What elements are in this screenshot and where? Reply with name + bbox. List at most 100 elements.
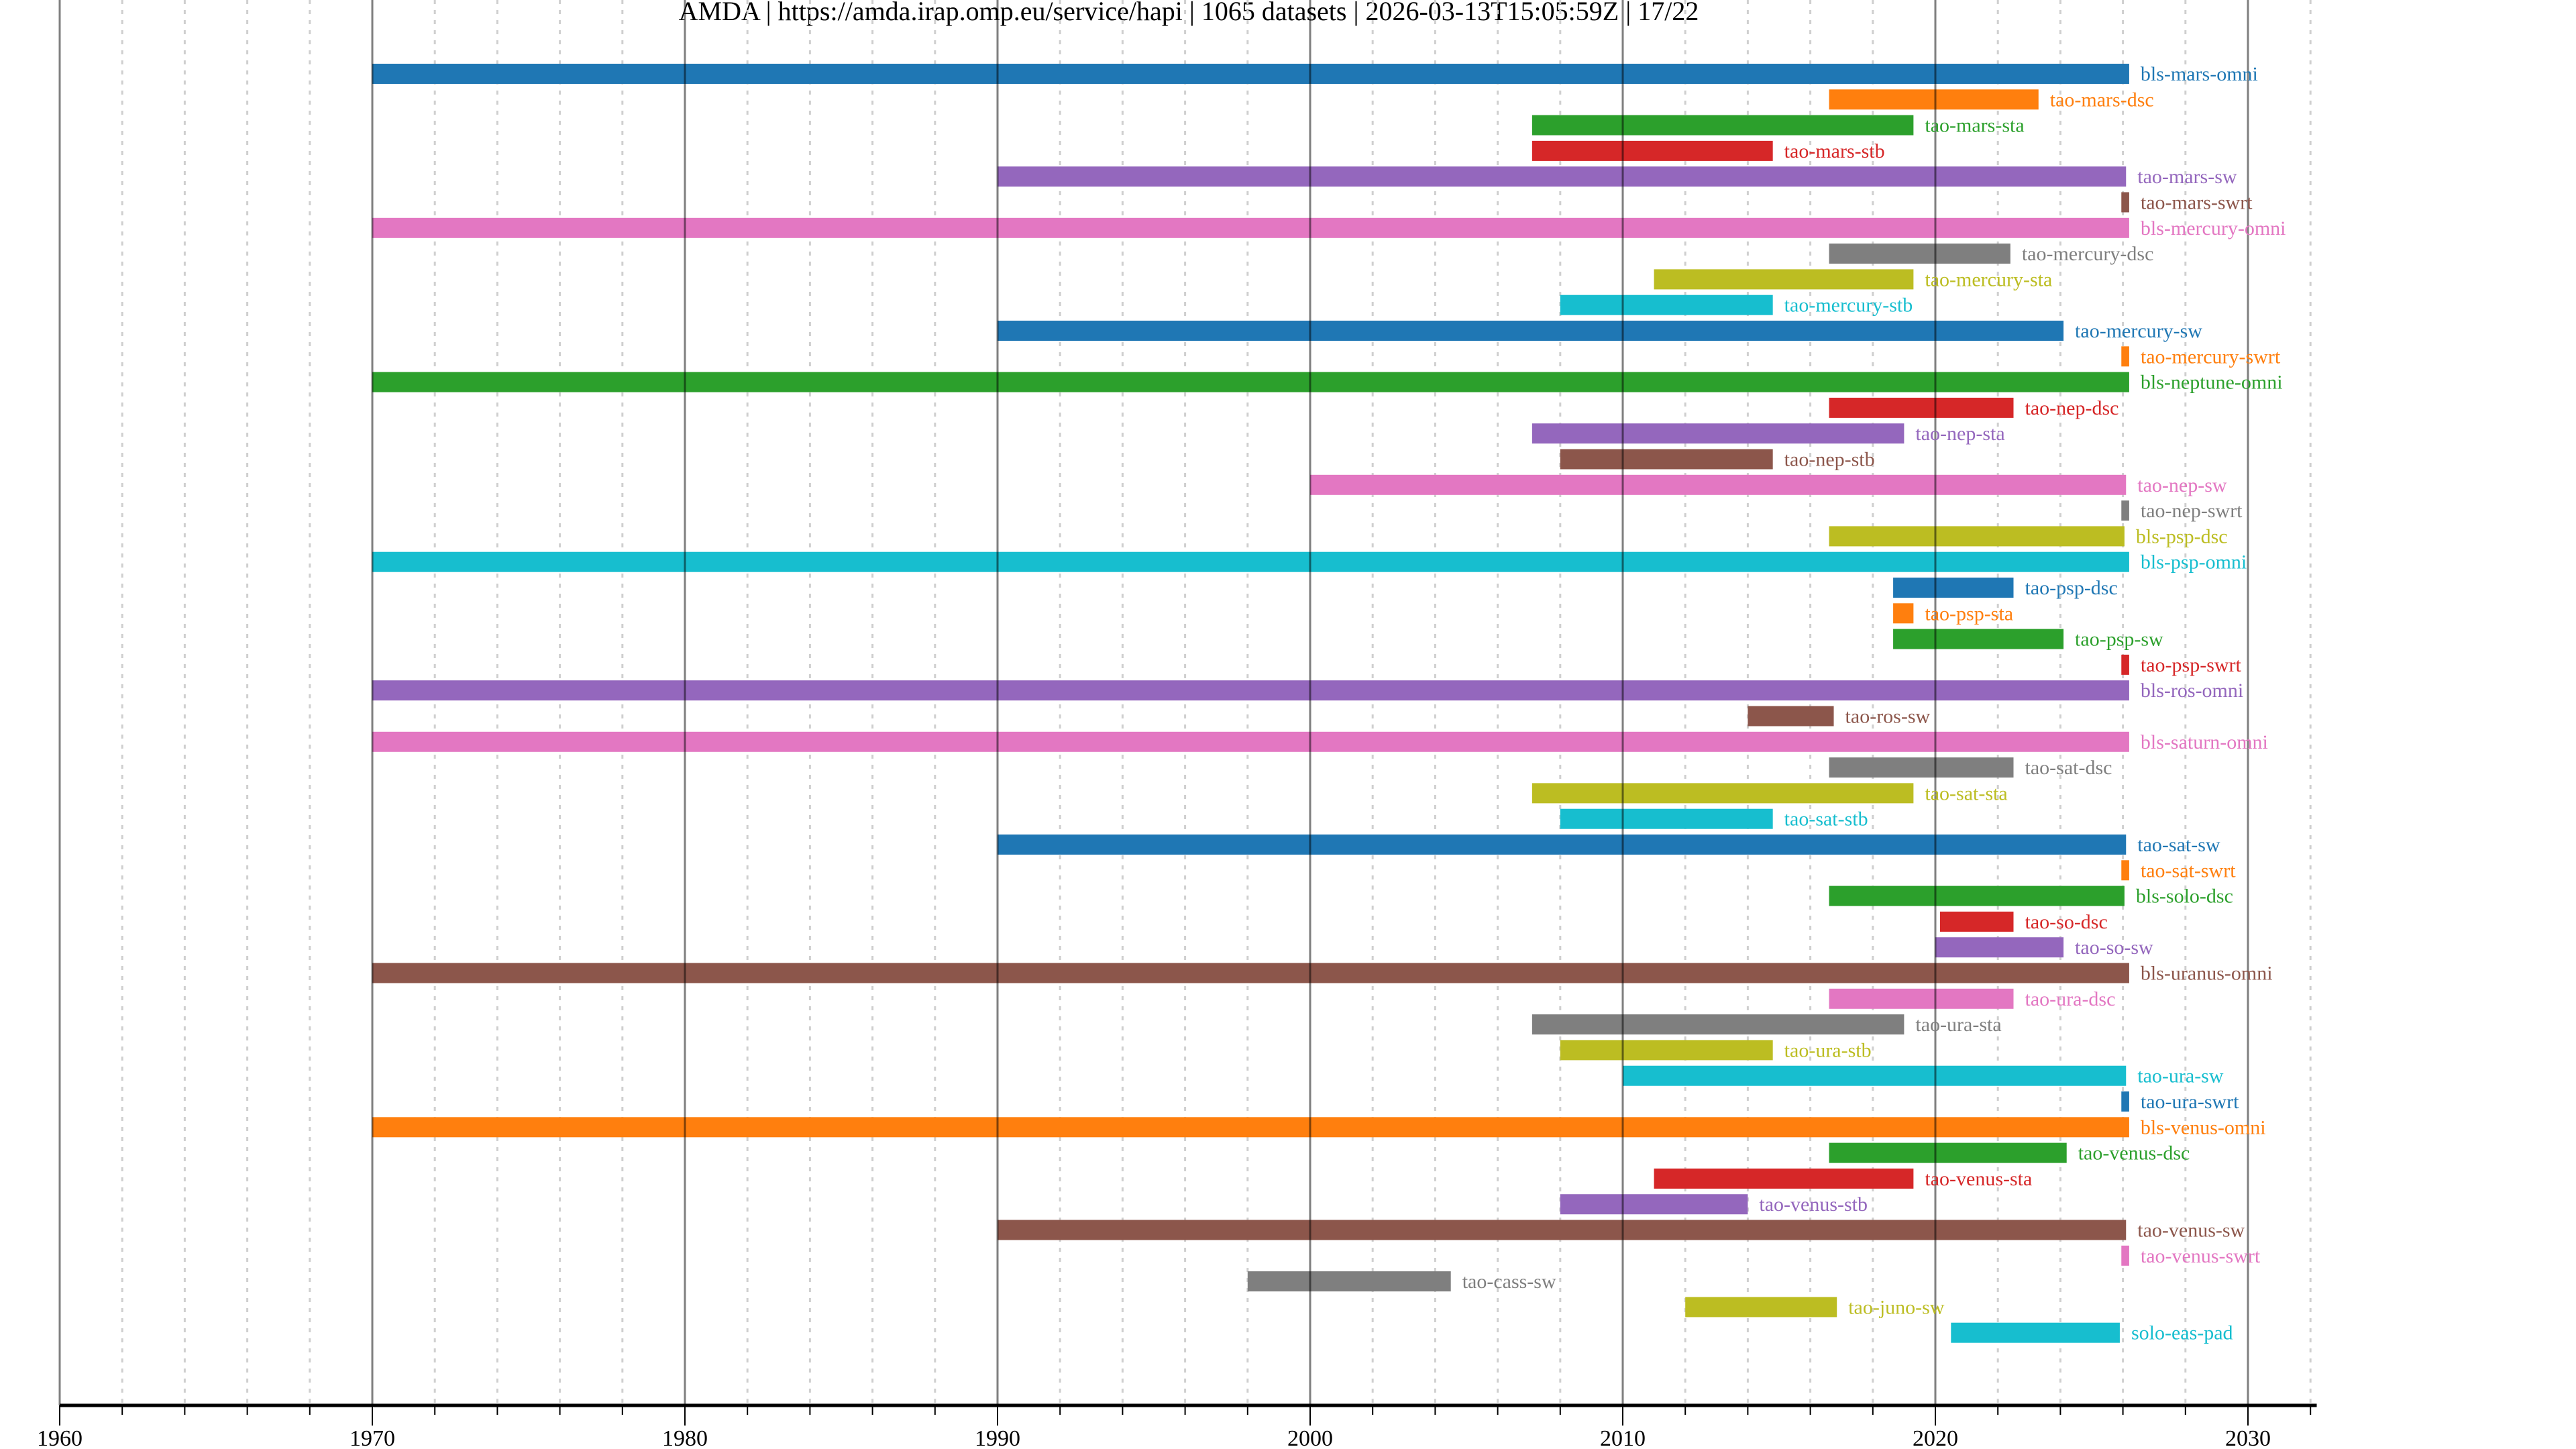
bar-tao-sat-swrt bbox=[2121, 860, 2129, 881]
bar-labels: bls-mars-omni tao-mars-dsc tao-mars-sta tao… bbox=[1462, 63, 2286, 1344]
bar-label: bls-solo-dsc bbox=[2136, 885, 2233, 908]
bar-tao-psp-sw bbox=[1893, 629, 2064, 649]
bar-tao-mars-swrt bbox=[2121, 192, 2129, 213]
x-tick-label: 1970 bbox=[350, 1426, 395, 1449]
bar-label: bls-psp-dsc bbox=[2136, 525, 2228, 547]
bar-tao-nep-swrt bbox=[2121, 500, 2129, 521]
bar-tao-venus-sw bbox=[998, 1220, 2127, 1240]
bar-label: tao-mercury-sw bbox=[2075, 320, 2202, 342]
bar-label: tao-mars-dsc bbox=[2050, 89, 2154, 111]
bar-tao-mercury-sta bbox=[1654, 269, 1914, 290]
bar-tao-sat-sw bbox=[998, 835, 2127, 855]
bar-tao-sat-stb bbox=[1560, 808, 1773, 829]
bar-label: tao-nep-sta bbox=[1915, 423, 2004, 445]
bar-label: tao-sat-sw bbox=[2137, 834, 2220, 856]
bar-tao-nep-sw bbox=[1310, 474, 2127, 495]
bar-label: tao-mars-swrt bbox=[2141, 192, 2253, 214]
bar-label: tao-psp-sta bbox=[1925, 602, 2013, 625]
x-tick-label: 1980 bbox=[662, 1426, 708, 1449]
bar-label: tao-psp-dsc bbox=[2025, 577, 2118, 599]
bar-tao-sat-sta bbox=[1532, 783, 1914, 804]
bar-label: solo-eas-pad bbox=[2131, 1322, 2233, 1344]
bar-bls-mars-omni bbox=[372, 64, 2129, 84]
bar-tao-sat-dsc bbox=[1829, 757, 2014, 778]
bar-label: tao-sat-stb bbox=[1784, 808, 1868, 830]
bar-label: tao-ros-sw bbox=[1845, 706, 1931, 728]
bar-tao-ura-sw bbox=[1623, 1065, 2127, 1086]
minor-gridlines bbox=[121, 0, 2312, 1405]
bar-label: bls-saturn-omni bbox=[2141, 731, 2268, 753]
bar-label: bls-mars-omni bbox=[2141, 63, 2258, 85]
bar-tao-nep-stb bbox=[1560, 449, 1773, 470]
x-axis: 1960 1970 1980 1990 2000 2010 2020 2030 bbox=[37, 1403, 2317, 1449]
bar-tao-nep-sta bbox=[1532, 423, 1904, 444]
bar-label: bls-uranus-omni bbox=[2141, 963, 2273, 985]
bar-label: tao-ura-sw bbox=[2137, 1065, 2224, 1087]
bar-tao-ura-dsc bbox=[1829, 988, 2014, 1009]
x-tick-label: 1990 bbox=[975, 1426, 1020, 1449]
bar-tao-juno-sw bbox=[1685, 1297, 1837, 1318]
bar-label: tao-sat-sta bbox=[1925, 782, 2007, 804]
bar-bls-uranus-omni bbox=[372, 963, 2129, 983]
bar-label: tao-mars-sw bbox=[2137, 166, 2237, 188]
bar-label: tao-nep-dsc bbox=[2025, 397, 2119, 419]
bar-tao-ura-swrt bbox=[2121, 1091, 2129, 1112]
bar-tao-ros-sw bbox=[1748, 706, 1834, 727]
bar-label: bls-neptune-omni bbox=[2141, 372, 2283, 394]
bar-bls-ros-omni bbox=[372, 680, 2129, 701]
bar-tao-psp-sta bbox=[1893, 603, 1914, 624]
bar-label: tao-sat-dsc bbox=[2025, 757, 2112, 779]
bar-bls-saturn-omni bbox=[372, 731, 2129, 752]
bar-label: tao-nep-stb bbox=[1784, 449, 1875, 471]
x-tick-label: 2000 bbox=[1287, 1426, 1333, 1449]
bars bbox=[372, 64, 2129, 1343]
x-tick-label: 1960 bbox=[37, 1426, 83, 1449]
bar-tao-mercury-sw bbox=[998, 321, 2064, 341]
bar-label: tao-mars-stb bbox=[1784, 140, 1885, 162]
bar-label: tao-psp-sw bbox=[2075, 629, 2163, 651]
bar-label: tao-mercury-swrt bbox=[2141, 345, 2281, 368]
bar-tao-venus-stb bbox=[1560, 1194, 1748, 1215]
bar-tao-mercury-swrt bbox=[2121, 346, 2129, 367]
major-gridlines bbox=[58, 0, 2249, 1405]
bar-tao-so-sw bbox=[1935, 937, 2064, 958]
bar-tao-ura-stb bbox=[1560, 1040, 1773, 1061]
bar-tao-mercury-stb bbox=[1560, 294, 1773, 315]
bar-label: tao-mercury-sta bbox=[1925, 268, 2052, 290]
bar-tao-cass-sw bbox=[1247, 1271, 1451, 1292]
bar-label: tao-nep-sw bbox=[2137, 474, 2227, 496]
bar-label: tao-cass-sw bbox=[1462, 1271, 1556, 1293]
bar-bls-solo-dsc bbox=[1829, 885, 2125, 906]
bar-tao-mars-sw bbox=[998, 166, 2127, 187]
bar-label: tao-venus-sw bbox=[2137, 1220, 2245, 1242]
bar-label: bls-ros-omni bbox=[2141, 680, 2243, 702]
bar-label: tao-juno-sw bbox=[1848, 1296, 1945, 1318]
chart-title: AMDA | https://amda.irap.omp.eu/service/… bbox=[679, 0, 1699, 26]
bar-label: tao-ura-stb bbox=[1784, 1039, 1872, 1061]
bar-bls-venus-omni bbox=[372, 1117, 2129, 1138]
bar-label: tao-sat-swrt bbox=[2141, 859, 2236, 881]
bar-tao-ura-sta bbox=[1532, 1014, 1904, 1035]
bar-bls-psp-omni bbox=[372, 551, 2129, 572]
x-tick-label: 2010 bbox=[1600, 1426, 1646, 1449]
bar-solo-eas-pad bbox=[1951, 1322, 2120, 1343]
bar-label: bls-psp-omni bbox=[2141, 551, 2247, 574]
bar-label: bls-mercury-omni bbox=[2141, 217, 2286, 239]
bar-tao-psp-swrt bbox=[2121, 654, 2129, 675]
bar-tao-nep-dsc bbox=[1829, 397, 2014, 418]
bar-label: tao-ura-dsc bbox=[2025, 988, 2116, 1010]
bar-label: tao-venus-swrt bbox=[2141, 1245, 2261, 1267]
bar-tao-so-dsc bbox=[1939, 911, 2014, 932]
bar-label: tao-ura-sta bbox=[1915, 1014, 2001, 1036]
bar-tao-mars-sta bbox=[1532, 115, 1914, 136]
bar-bls-psp-dsc bbox=[1829, 526, 2125, 547]
x-tick-label: 2030 bbox=[2225, 1426, 2271, 1449]
bar-label: tao-so-sw bbox=[2075, 936, 2153, 959]
bar-label: tao-venus-dsc bbox=[2078, 1142, 2190, 1165]
bar-bls-mercury-omni bbox=[372, 217, 2129, 238]
bar-label: bls-venus-omni bbox=[2141, 1116, 2266, 1138]
bar-tao-psp-dsc bbox=[1893, 578, 2014, 598]
bar-tao-venus-sta bbox=[1654, 1168, 1914, 1189]
bar-tao-mars-stb bbox=[1532, 140, 1773, 161]
bar-label: tao-mercury-dsc bbox=[2022, 243, 2154, 265]
